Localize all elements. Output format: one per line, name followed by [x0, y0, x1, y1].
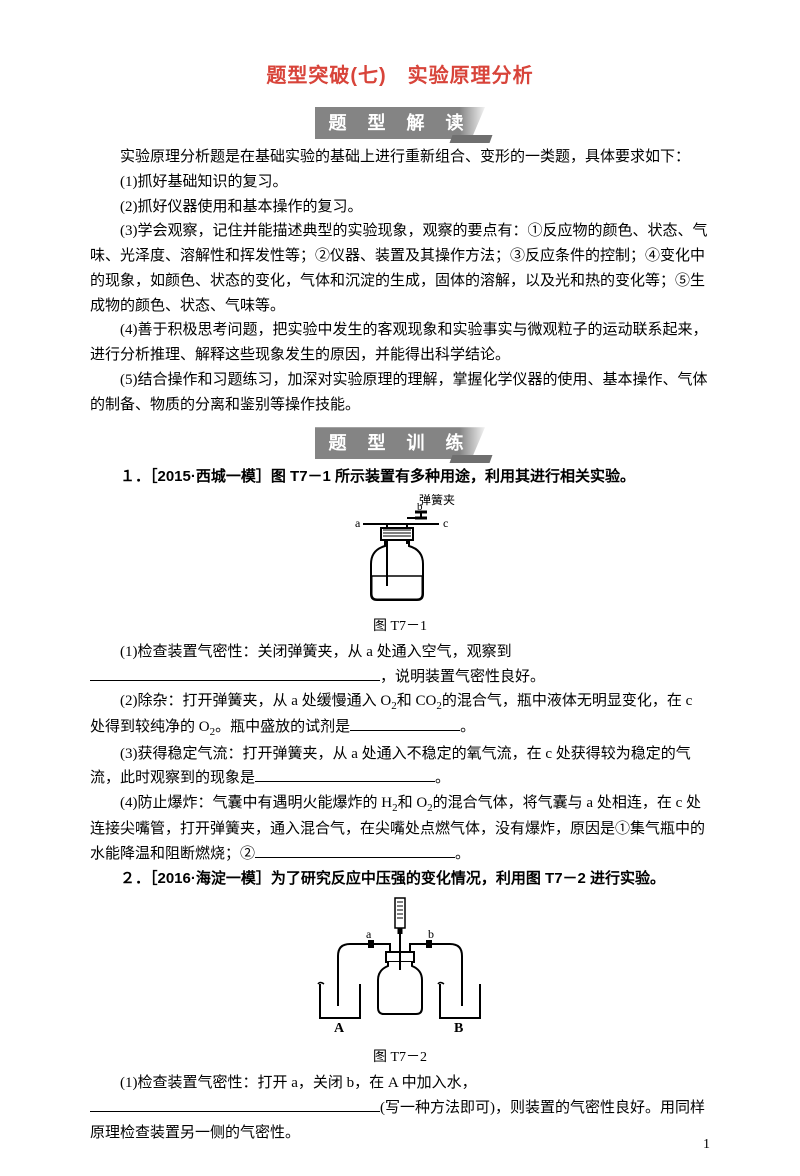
- q1-4-d: 。: [455, 846, 470, 862]
- figure-1: 弹簧夹 b a c 图 T7－1: [90, 494, 710, 638]
- question-1-lead: １．［2015·西城一模］图 T7－1 所示装置有多种用途，利用其进行相关实验。: [90, 465, 710, 490]
- label-a2: a: [366, 927, 372, 941]
- question-2-lead: ２．［2016·海淀一模］为了研究反应中压强的变化情况，利用图 T7－2 进行实…: [90, 867, 710, 892]
- figure-2: a b A B 图 T7－2: [90, 896, 710, 1070]
- point-3: (3)学会观察，记住并能描述典型的实验现象，观察的要点有：①反应物的颜色、状态、…: [90, 219, 710, 318]
- blank-3: [255, 781, 435, 782]
- blank-4: [255, 857, 455, 858]
- page: 题型突破(七) 实验原理分析 题 型 解 读 实验原理分析题是在基础实验的基础上…: [0, 0, 800, 1176]
- label-B: B: [454, 1021, 463, 1036]
- banner-text-2: 题 型 训 练: [315, 427, 485, 459]
- q1-1-text-a: (1)检查装置气密性：关闭弹簧夹，从 a 处通入空气，观察到: [120, 644, 512, 660]
- label-c: c: [443, 516, 448, 530]
- intro-text: 实验原理分析题是在基础实验的基础上进行重新组合、变形的一类题，具体要求如下：: [90, 145, 710, 170]
- blank-2: [350, 730, 460, 731]
- q2-sub1: (1)检查装置气密性：打开 a，关闭 b，在 A 中加入水， (写一种方法即可)…: [90, 1071, 710, 1145]
- question-1-number: １．［2015·西城一模］图 T7－1 所示装置有多种用途，利用其进行相关实验。: [120, 468, 635, 485]
- q2-1-a: (1)检查装置气密性：打开 a，关闭 b，在 A 中加入水，: [120, 1075, 477, 1091]
- q1-2-d: 。瓶中盛放的试剂是: [215, 719, 350, 735]
- figure-1-svg: 弹簧夹 b a c: [335, 494, 465, 604]
- point-5: (5)结合操作和习题练习，加深对实验原理的理解，掌握化学仪器的使用、基本操作、气…: [90, 368, 710, 418]
- label-b: b: [417, 501, 423, 513]
- banner-text: 题 型 解 读: [315, 107, 485, 139]
- q1-1-text-b: ，说明装置气密性良好。: [380, 669, 545, 685]
- label-clamp: 弹簧夹: [419, 494, 455, 507]
- q1-sub1: (1)检查装置气密性：关闭弹簧夹，从 a 处通入空气，观察到 ，说明装置气密性良…: [90, 640, 710, 690]
- q1-3-b: 。: [435, 770, 450, 786]
- label-b2: b: [428, 927, 434, 941]
- q1-sub2: (2)除杂：打开弹簧夹，从 a 处缓慢通入 O2和 CO2的混合气，瓶中液体无明…: [90, 689, 710, 741]
- page-number: 1: [703, 1133, 710, 1156]
- point-1: (1)抓好基础知识的复习。: [90, 170, 710, 195]
- label-a: a: [355, 516, 361, 530]
- page-title: 题型突破(七) 实验原理分析: [90, 60, 710, 93]
- question-2-number: ２．［2016·海淀一模］为了研究反应中压强的变化情况，利用图 T7－2 进行实…: [120, 870, 665, 887]
- section-banner-training: 题 型 训 练: [315, 427, 485, 459]
- q1-2-e: 。: [460, 719, 475, 735]
- point-2: (2)抓好仪器使用和基本操作的复习。: [90, 195, 710, 220]
- point-4: (4)善于积极思考问题，把实验中发生的客观现象和实验事实与微观粒子的运动联系起来…: [90, 318, 710, 368]
- blank-5: [90, 1097, 380, 1112]
- q1-4-a: (4)防止爆炸：气囊中有遇明火能爆炸的 H: [120, 795, 392, 811]
- figure-2-caption: 图 T7－2: [90, 1046, 710, 1069]
- blank-1: [90, 666, 380, 681]
- section-banner-interpretation: 题 型 解 读: [315, 107, 485, 139]
- q1-4-b: 和 O: [398, 795, 428, 811]
- q1-sub4: (4)防止爆炸：气囊中有遇明火能爆炸的 H2和 O2的混合气体，将气囊与 a 处…: [90, 791, 710, 867]
- q1-sub3: (3)获得稳定气流：打开弹簧夹，从 a 处通入不稳定的氧气流，在 c 处获得较为…: [90, 742, 710, 792]
- figure-1-caption: 图 T7－1: [90, 615, 710, 638]
- q1-3-a: (3)获得稳定气流：打开弹簧夹，从 a 处通入不稳定的氧气流，在 c 处获得较为…: [90, 746, 691, 787]
- q1-2-b: 和 CO: [397, 693, 437, 709]
- q1-2-a: (2)除杂：打开弹簧夹，从 a 处缓慢通入 O: [120, 693, 391, 709]
- figure-2-svg: a b A B: [290, 896, 510, 1036]
- label-A: A: [334, 1021, 345, 1036]
